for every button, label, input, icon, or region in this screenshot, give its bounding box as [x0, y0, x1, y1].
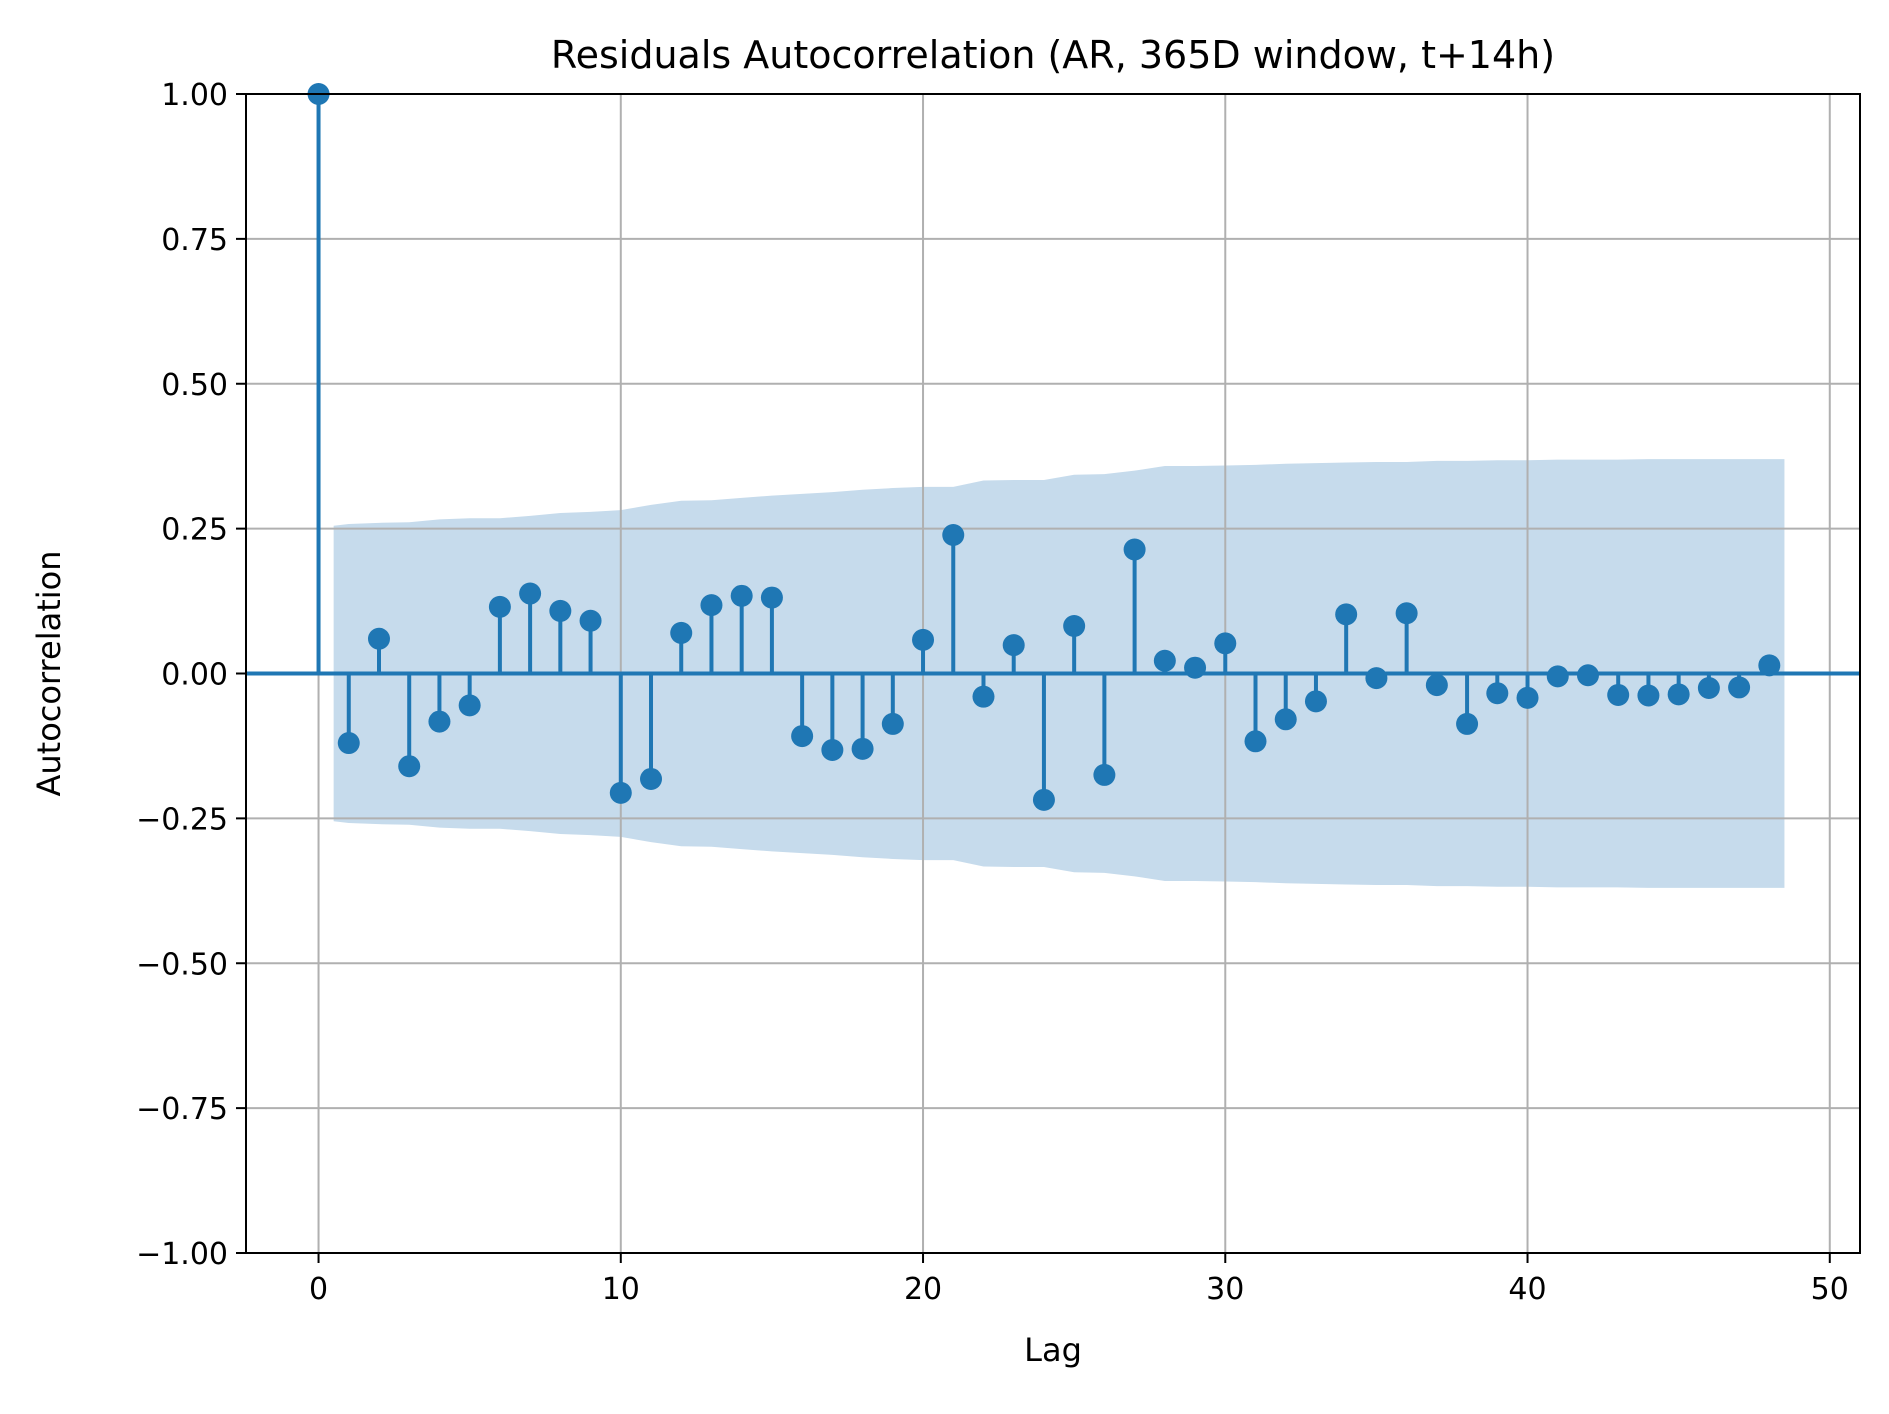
data-point: [1335, 603, 1358, 626]
data-point: [1607, 683, 1630, 706]
data-point: [1576, 664, 1599, 687]
x-tick-label: 10: [602, 1272, 640, 1307]
data-point: [1184, 656, 1207, 679]
data-point: [1697, 676, 1720, 699]
data-point: [1214, 632, 1237, 655]
x-tick-label: 20: [904, 1272, 942, 1307]
data-point: [942, 523, 965, 546]
y-tick-label: 0.25: [161, 513, 228, 548]
x-axis-label: Lag: [1024, 1331, 1082, 1369]
data-point: [549, 599, 572, 622]
data-point: [1758, 654, 1781, 677]
data-point: [1093, 763, 1116, 786]
marker-layer: [307, 83, 1781, 811]
data-point: [488, 595, 511, 618]
data-point: [821, 738, 844, 761]
data-point: [1456, 712, 1479, 735]
chart-title: Residuals Autocorrelation (AR, 365D wind…: [551, 33, 1555, 77]
data-point: [700, 594, 723, 617]
x-tick-label: 50: [1811, 1272, 1849, 1307]
y-tick-label: 0.75: [161, 223, 228, 258]
y-tick-label: −0.50: [136, 947, 228, 982]
data-point: [458, 694, 481, 717]
data-point: [367, 627, 390, 650]
data-point: [760, 586, 783, 609]
y-tick-label: −0.25: [136, 802, 228, 837]
data-point: [1667, 683, 1690, 706]
data-point: [337, 732, 360, 755]
data-point: [1244, 730, 1267, 753]
data-point: [1063, 614, 1086, 637]
data-point: [1486, 682, 1509, 705]
data-point: [972, 685, 995, 708]
data-point: [1002, 634, 1025, 657]
data-point: [1637, 684, 1660, 707]
x-tick-label: 0: [309, 1272, 328, 1307]
data-point: [670, 621, 693, 644]
data-point: [791, 725, 814, 748]
data-point: [912, 628, 935, 651]
data-point: [428, 710, 451, 733]
data-point: [1304, 690, 1327, 713]
data-point: [398, 755, 421, 778]
y-tick-label: −0.75: [136, 1092, 228, 1127]
data-point: [519, 582, 542, 605]
data-point: [1274, 708, 1297, 731]
data-point: [851, 737, 874, 760]
data-point: [1395, 602, 1418, 625]
y-tick-label: −1.00: [136, 1237, 228, 1272]
data-point: [640, 767, 663, 790]
y-tick-label: 0.00: [161, 658, 228, 693]
data-point: [1516, 686, 1539, 709]
y-tick-label: 1.00: [161, 78, 228, 113]
data-point: [1365, 667, 1388, 690]
data-point: [881, 712, 904, 735]
tick-layer: 0 10 20 30 40 50 1.00 0.75 0.50 0.25 0.00 −0.25 −0.5…: [136, 78, 1849, 1307]
data-point: [1546, 665, 1569, 688]
x-tick-label: 40: [1508, 1272, 1546, 1307]
data-point: [1728, 676, 1751, 699]
data-point: [1425, 674, 1448, 697]
data-point: [1123, 538, 1146, 561]
data-point: [730, 584, 753, 607]
data-point: [1032, 788, 1055, 811]
x-tick-label: 30: [1206, 1272, 1244, 1307]
data-point: [609, 781, 632, 804]
data-point: [1153, 649, 1176, 672]
y-axis-label: Autocorrelation: [30, 551, 68, 797]
y-tick-label: 0.50: [161, 368, 228, 403]
data-point: [579, 609, 602, 632]
